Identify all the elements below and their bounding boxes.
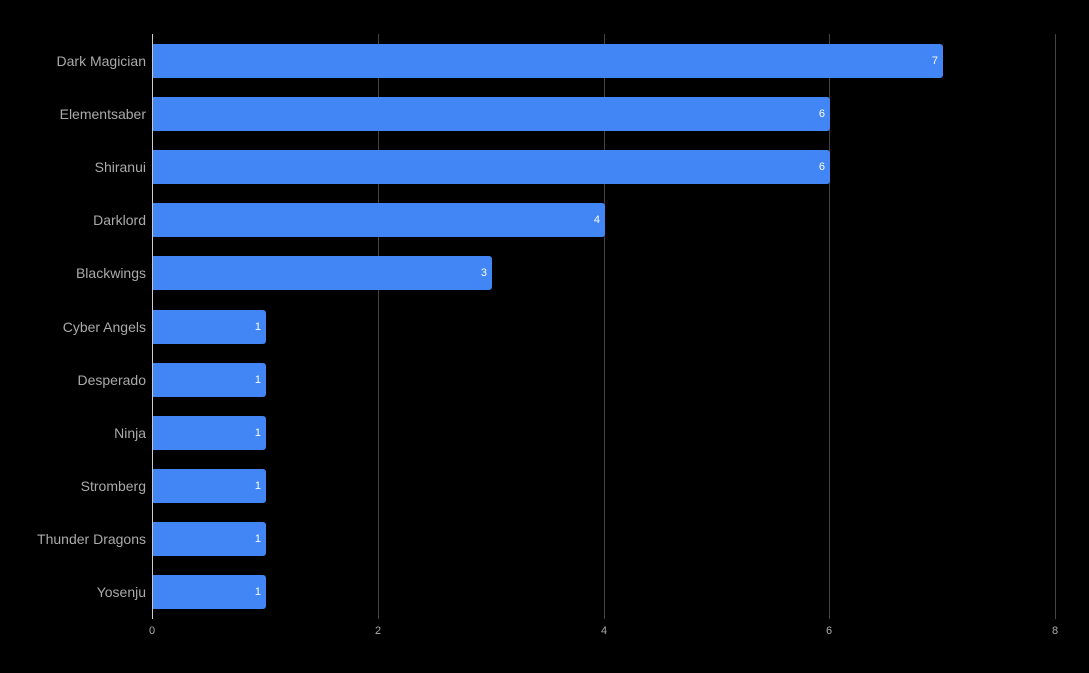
bar-value-label: 6 — [818, 108, 825, 120]
bar[interactable]: 1 — [153, 522, 266, 556]
bar-value-label: 1 — [254, 480, 261, 492]
category-label: Stromberg — [80, 478, 146, 494]
category-label: Shiranui — [94, 159, 146, 175]
category-label: Blackwings — [75, 265, 146, 281]
gridline — [604, 34, 605, 619]
category-label: Thunder Dragons — [37, 531, 146, 547]
category-label: Cyber Angels — [62, 319, 146, 335]
category-label: Darklord — [93, 212, 146, 228]
category-label: Desperado — [77, 372, 147, 388]
bar[interactable]: 6 — [153, 150, 830, 184]
bar-value-label: 6 — [818, 161, 825, 173]
y-axis-line — [152, 34, 153, 619]
category-label: Dark Magician — [56, 53, 146, 69]
gridline — [378, 34, 379, 619]
category-label: Ninja — [114, 425, 146, 441]
bar[interactable]: 1 — [153, 363, 266, 397]
bar-value-label: 4 — [593, 214, 600, 226]
bar-value-label: 7 — [931, 55, 938, 67]
bar[interactable]: 6 — [153, 97, 830, 131]
x-tick-label: 4 — [600, 625, 608, 637]
category-label: Yosenju — [96, 584, 146, 600]
bar[interactable]: 1 — [153, 310, 266, 344]
bar[interactable]: 1 — [153, 416, 266, 450]
x-tick-label: 8 — [1051, 625, 1059, 637]
bar-value-label: 1 — [254, 586, 261, 598]
bar[interactable]: 1 — [153, 469, 266, 503]
bar[interactable]: 3 — [153, 256, 492, 290]
bar-value-label: 3 — [480, 267, 487, 279]
bar-value-label: 1 — [254, 374, 261, 386]
bar-value-label: 1 — [254, 321, 261, 333]
x-tick-label: 6 — [825, 625, 833, 637]
bar[interactable]: 1 — [153, 575, 266, 609]
bar[interactable]: 7 — [153, 44, 943, 78]
gridline — [829, 34, 830, 619]
bar[interactable]: 4 — [153, 203, 605, 237]
x-tick-label: 2 — [374, 625, 382, 637]
bar-value-label: 1 — [254, 533, 261, 545]
bar-value-label: 1 — [254, 427, 261, 439]
gridline — [1055, 34, 1056, 619]
x-tick-label: 0 — [148, 625, 156, 637]
category-label: Elementsaber — [59, 106, 146, 122]
